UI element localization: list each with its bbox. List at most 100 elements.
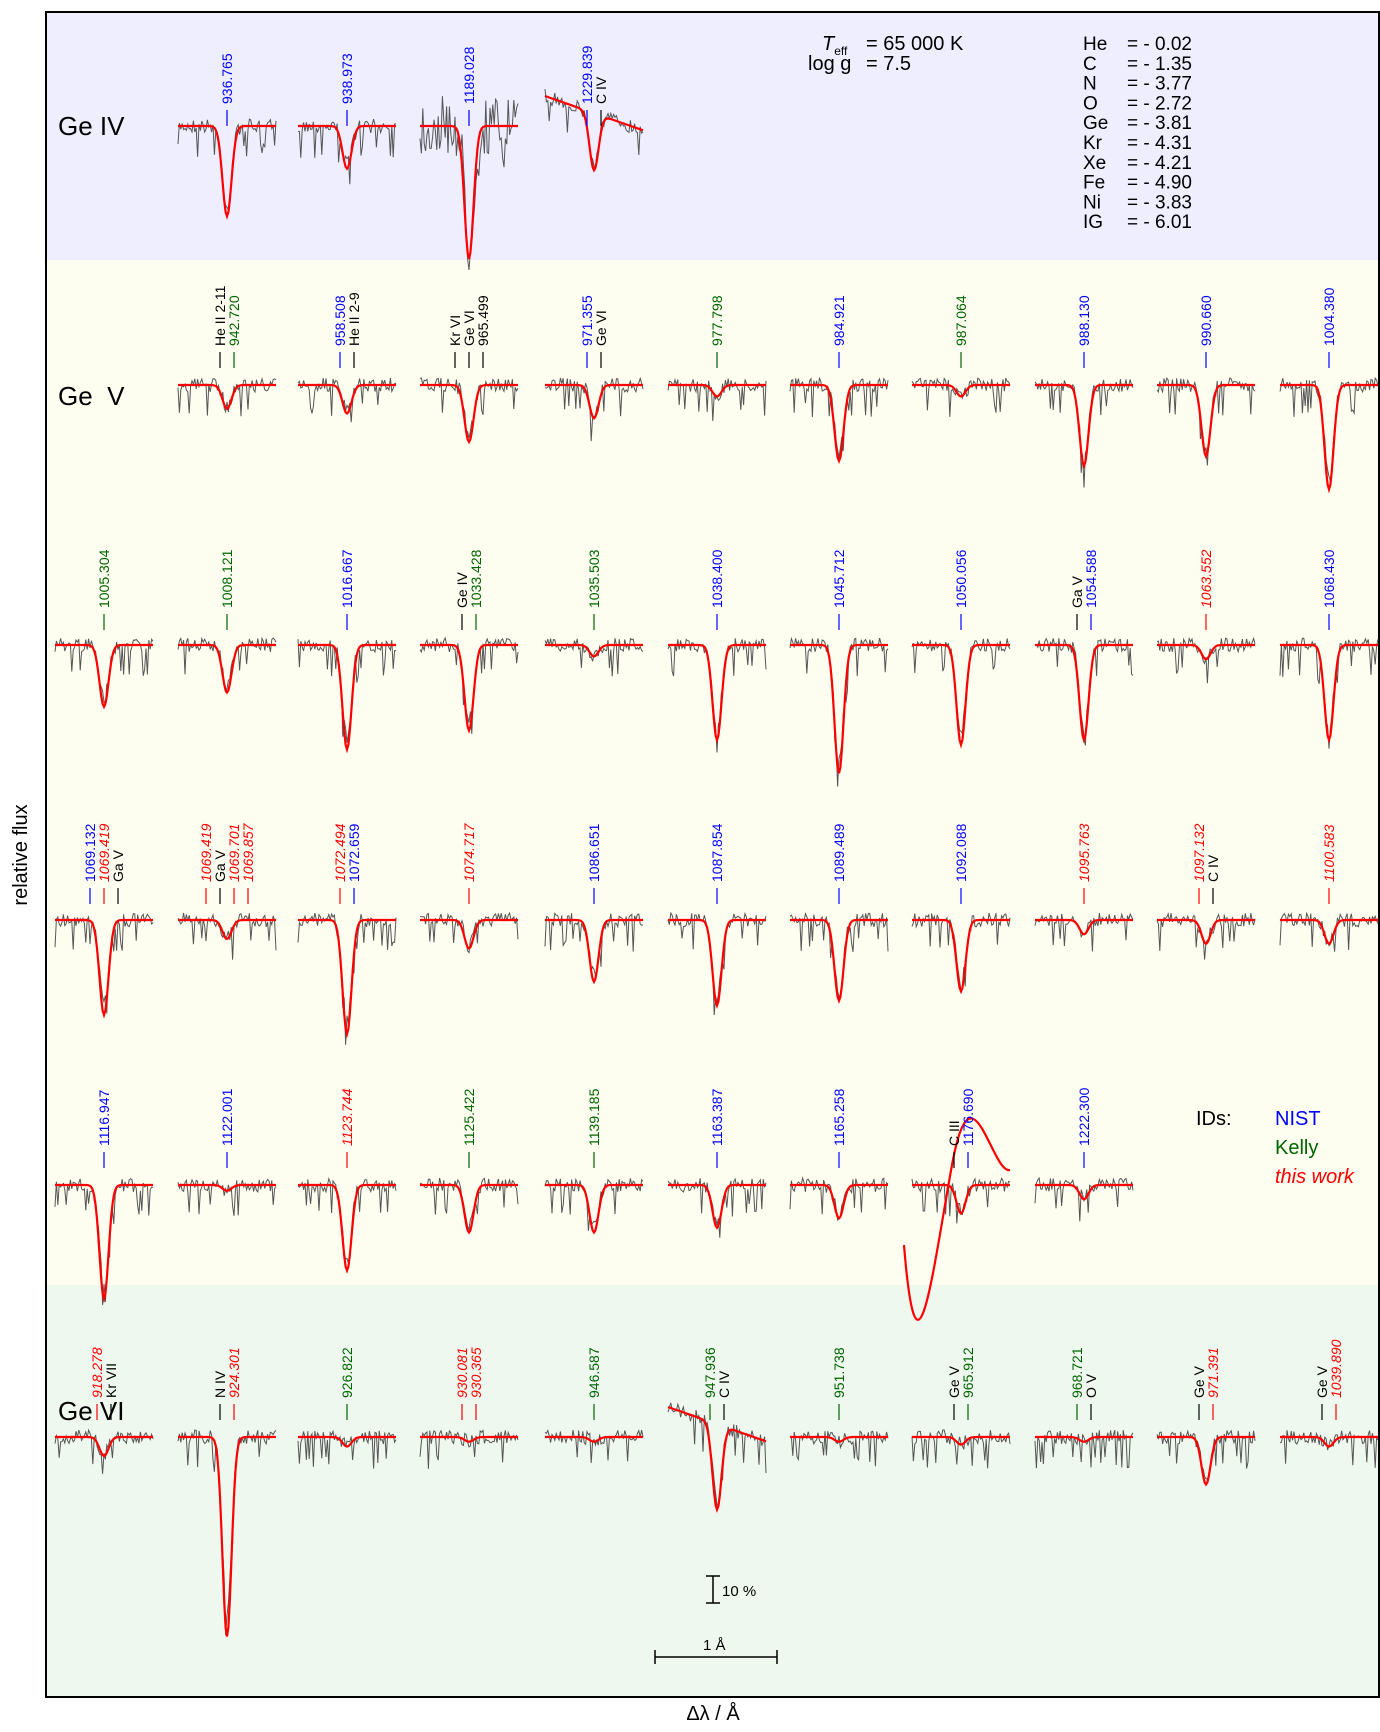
ion-label-ge-iv: Ge IV [58,111,125,141]
abundance-value: = - 3.81 [1127,113,1192,134]
line-id-label: Ga V [110,849,126,882]
line-id-label: 1038.400 [709,549,725,608]
abundance-value: = - 6.01 [1127,212,1192,233]
line-id-label: 1165.258 [831,1088,847,1146]
model-spectrum [912,1183,1010,1216]
wavelength-scale-bar: 1 Å [654,1637,778,1664]
line-panel: 1222.300 [1034,1087,1134,1222]
line-id-label: 1097.132 [1191,823,1207,882]
line-id-label: 1176.690 [960,1088,976,1146]
model-spectrum [790,643,888,774]
line-id-label: 946.587 [586,1347,602,1398]
line-id-label: 1069.701 [226,824,242,882]
line-panel: 1089.489 [789,823,889,1005]
model-spectrum [790,1183,888,1220]
line-id-label: 1035.503 [586,549,602,608]
line-id-label: Ga V [1069,575,1085,608]
line-id-label: 1069.132 [82,823,98,882]
line-id-label: 926.822 [339,1347,355,1398]
abundance-value: = - 1.35 [1127,54,1192,75]
model-spectrum [912,1435,1010,1446]
line-id-label: 1116.947 [96,1089,112,1146]
line-id-label: C IV [716,1370,732,1398]
model-spectrum [1280,1435,1378,1448]
model-spectrum [1035,918,1133,936]
model-spectrum [1157,383,1255,460]
observed-spectrum [419,911,519,954]
plot-frame [45,11,1380,1698]
model-spectrum [55,1435,153,1458]
line-id-label: 1050.056 [953,549,969,608]
line-panel: 1100.583 [1279,824,1379,952]
observed-spectrum [1156,376,1256,466]
abundance-value: = - 2.72 [1127,93,1192,114]
model-spectrum [178,1435,276,1637]
observed-spectrum [544,1429,644,1464]
line-panel: 1125.422 [419,1088,519,1235]
line-panel: 1095.763 [1034,823,1134,952]
abundance-element: C [1083,54,1097,75]
observed-spectrum [1279,1430,1379,1468]
line-panel: 926.822 [297,1347,397,1469]
line-id-label: 1086.651 [586,823,602,882]
model-spectrum [178,1183,276,1192]
line-id-label: C IV [593,76,609,104]
model-spectrum [912,383,1010,398]
line-id-label: 1054.588 [1083,549,1099,608]
model-spectrum [545,1435,643,1443]
line-id-label: 965.499 [475,295,491,346]
abundance-value: = - 0.02 [1127,34,1192,55]
ion-label-ge-v: Ge V [58,381,125,411]
observed-spectrum [419,1429,519,1469]
observed-spectrum [297,639,397,743]
abundance-element: Xe [1083,153,1106,174]
line-id-label: C IV [1205,854,1221,882]
line-id-label: 968.721 [1069,1347,1085,1398]
model-spectrum [544,94,644,173]
line-panel: 1122.001 [177,1088,277,1216]
line-id-label: 1125.422 [461,1088,477,1146]
line-id-label: 936.765 [219,53,235,104]
model-spectrum [420,918,518,951]
line-panel: 1068.430 [1279,549,1379,749]
line-panel: 1050.056 [911,549,1011,749]
model-spectrum [1280,383,1378,494]
line-id-label: 990.660 [1198,295,1214,346]
line-panel: 1004.380 [1279,287,1379,494]
line-id-label: 942.720 [226,295,242,346]
legend: IDs: NIST Kelly this work [1196,1108,1355,1188]
line-id-label: 1069.857 [240,822,256,882]
observed-spectrum [177,636,277,693]
model-spectrum [912,643,1010,749]
line-id-label: 988.130 [1076,295,1092,346]
observed-spectrum [177,1429,277,1636]
line-id-label: 1074.717 [461,822,477,882]
model-spectrum [420,383,518,445]
model-spectrum [1157,1435,1255,1487]
observed-spectrum [1034,1429,1134,1469]
line-id-label: Ge IV [454,572,470,608]
line-id-label: Kr VI [447,315,463,346]
model-wing [902,1117,1011,1321]
line-panel: 1139.185 [544,1088,644,1235]
model-spectrum [298,1183,396,1274]
model-spectrum [298,1435,396,1448]
abundance-element: He [1083,34,1107,55]
line-panel: 1165.258 [789,1088,889,1221]
line-panel: 936.765 [177,53,277,220]
observed-spectrum [297,377,397,423]
abundance-element: Fe [1083,173,1105,194]
line-panel: 977.798 [667,295,767,422]
line-id-label: O V [1083,1373,1099,1398]
model-spectrum [545,643,643,658]
observed-spectrum [911,377,1011,417]
legend-item-this-work: this work [1275,1166,1355,1188]
